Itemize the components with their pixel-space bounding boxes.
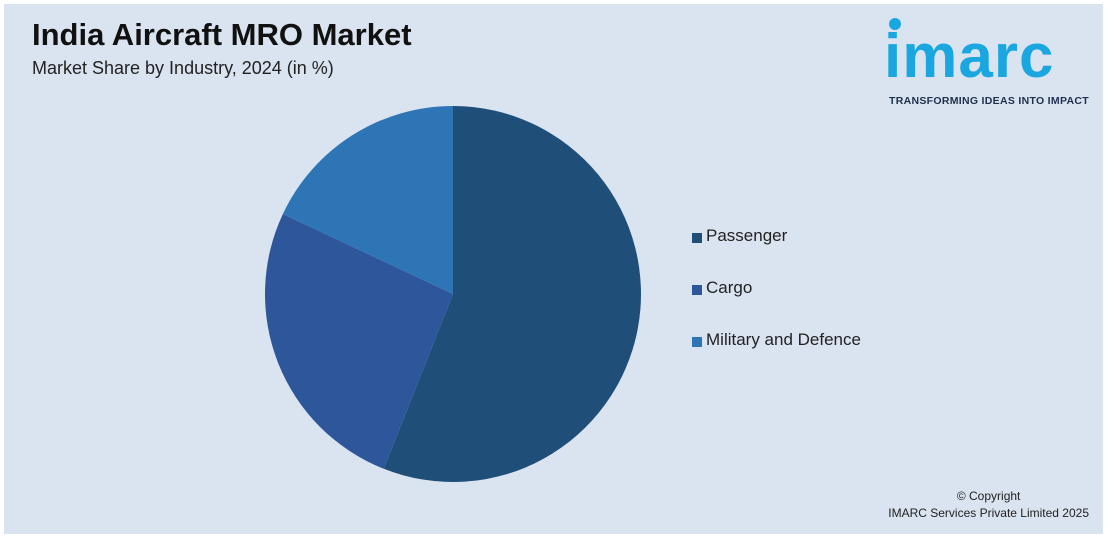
legend-label-military-and-defence: Military and Defence bbox=[706, 330, 861, 349]
chart-title: India Aircraft MRO Market bbox=[32, 17, 412, 52]
legend-swatch-cargo bbox=[692, 285, 702, 295]
copyright-notice: © Copyright IMARC Services Private Limit… bbox=[888, 488, 1089, 522]
logo-tagline: TRANSFORMING IDEAS INTO IMPACT bbox=[889, 95, 1089, 107]
chart-subtitle: Market Share by Industry, 2024 (in %) bbox=[32, 58, 334, 78]
legend-label-passenger: Passenger bbox=[706, 226, 788, 245]
pie-slice-passenger bbox=[383, 106, 641, 482]
copyright-line-2: IMARC Services Private Limited 2025 bbox=[888, 506, 1089, 520]
copyright-line-1: © Copyright bbox=[956, 489, 1021, 503]
logo-wordmark: imarc bbox=[884, 22, 1055, 91]
pie-slice-military-and-defence bbox=[282, 105, 453, 294]
logo-dot bbox=[889, 18, 901, 30]
pie-slice-cargo bbox=[264, 213, 453, 469]
legend-swatch-passenger bbox=[692, 233, 702, 243]
chart-frame: India Aircraft MRO Market Market Share b… bbox=[4, 4, 1103, 534]
legend-swatch-military-and-defence bbox=[692, 337, 702, 347]
legend-label-cargo: Cargo bbox=[706, 278, 753, 297]
pie-chart bbox=[264, 105, 641, 482]
imarc-logo: imarc TRANSFORMING IDEAS INTO IMPACT bbox=[884, 14, 1096, 109]
